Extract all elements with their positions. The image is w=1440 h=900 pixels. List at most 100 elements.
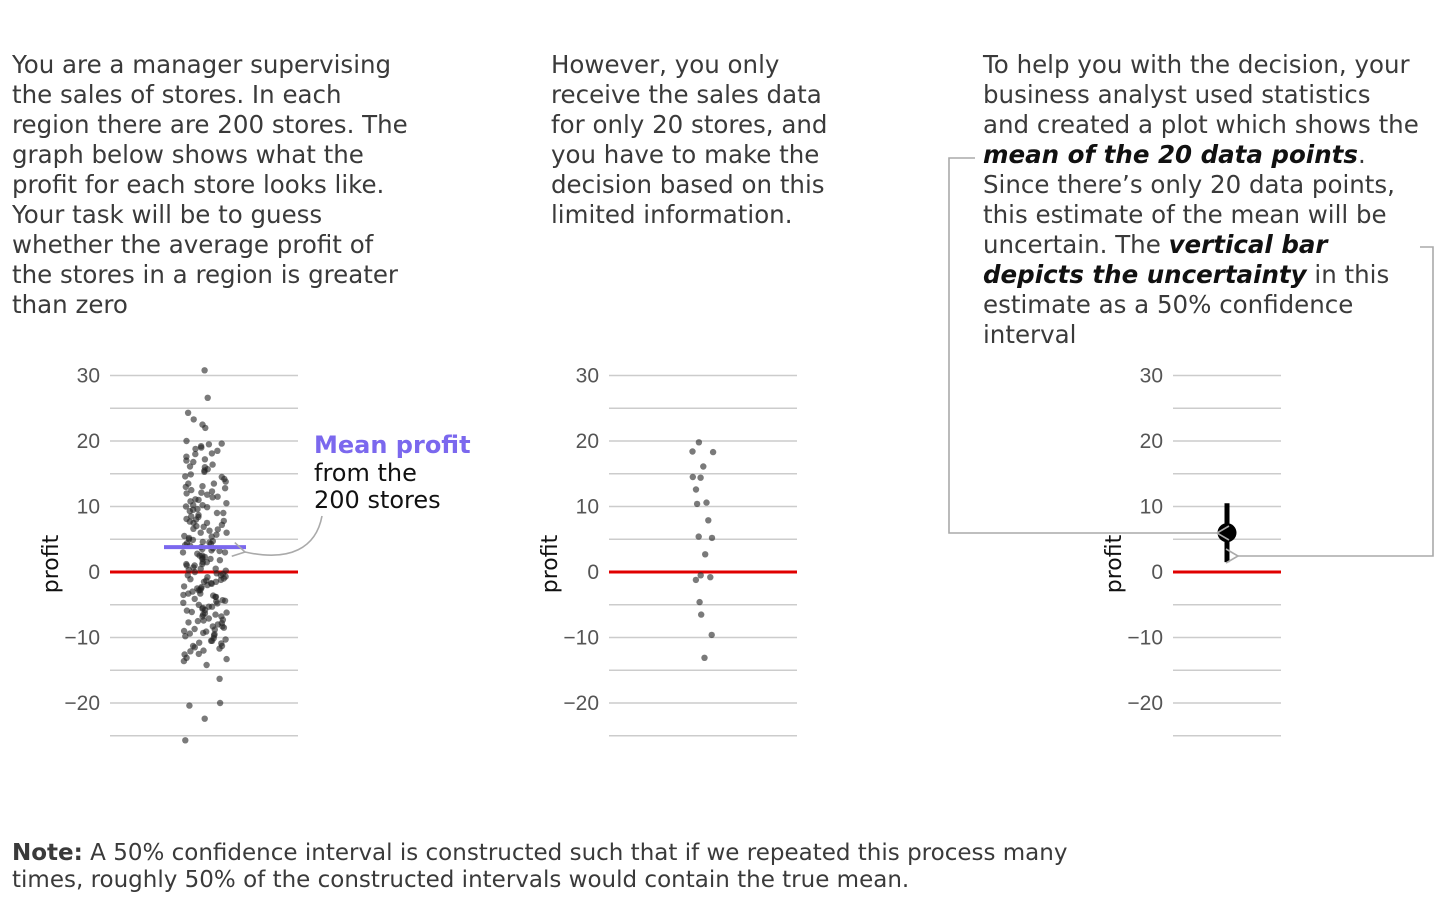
data-point (217, 576, 225, 584)
data-point (195, 650, 202, 658)
data-point (183, 490, 190, 497)
data-point (211, 631, 218, 638)
data-point (214, 447, 221, 454)
mean-emphasis: mean of the 20 data points (983, 140, 1358, 169)
y-axis-label: profit (538, 534, 563, 593)
data-point (701, 654, 708, 661)
data-point (180, 627, 188, 635)
data-point (222, 636, 229, 643)
data-point (203, 628, 210, 635)
data-point (188, 486, 195, 494)
data-point (191, 568, 199, 576)
data-point (223, 529, 230, 536)
data-point (200, 647, 207, 654)
data-point (199, 538, 206, 546)
analyst-text-2: . Since there’s only 20 data points, thi… (983, 140, 1395, 259)
data-point (179, 549, 187, 556)
uncertainty-emphasis: vertical bar depicts the uncertainty (983, 230, 1328, 289)
data-point (192, 516, 200, 523)
population-chart: 30 20 10 0 −10 −20 profit (39, 365, 298, 744)
data-point (707, 574, 714, 581)
data-point (190, 458, 197, 466)
data-point (186, 702, 193, 709)
data-point (222, 478, 229, 485)
data-point (182, 737, 189, 744)
data-point (708, 534, 716, 542)
y-tick-label: 20 (77, 430, 100, 453)
data-point (182, 473, 189, 480)
data-point (180, 657, 188, 665)
data-point (208, 450, 216, 457)
mean-connector-arrow (948, 157, 1230, 541)
data-point (212, 593, 220, 601)
data-point (210, 480, 218, 487)
data-point (180, 599, 187, 606)
data-point (197, 529, 204, 536)
data-point (193, 522, 200, 530)
data-point (208, 580, 215, 587)
data-point (201, 464, 209, 471)
data-point (693, 500, 701, 508)
data-point (183, 607, 191, 614)
y-tick-label: 20 (1140, 430, 1163, 453)
data-point (218, 619, 225, 627)
y-tick-label: 10 (1140, 496, 1163, 519)
annotation-line-2: 200 stores (314, 486, 441, 514)
data-point (183, 437, 190, 445)
data-point (697, 474, 704, 481)
data-point (203, 504, 211, 511)
y-axis-label: profit (1102, 534, 1127, 593)
y-tick-label: −20 (1127, 692, 1163, 715)
data-point (199, 554, 206, 561)
y-tick-label: 0 (1151, 561, 1163, 584)
data-point (191, 625, 198, 633)
data-point (209, 538, 216, 545)
data-point (187, 471, 194, 478)
data-point (187, 576, 194, 583)
data-point (184, 409, 192, 416)
data-point (705, 517, 712, 524)
data-point (208, 488, 216, 495)
data-point (204, 394, 211, 401)
y-tick-label: −20 (563, 692, 599, 715)
y-tick-label: 0 (587, 561, 599, 584)
data-point (209, 494, 216, 501)
data-point (182, 483, 189, 491)
data-point (201, 715, 208, 722)
data-point (220, 509, 227, 517)
y-tick-label: 30 (1140, 365, 1163, 388)
data-point (185, 619, 192, 626)
annotation-line-1: from the (314, 459, 417, 487)
note-label: Note: (12, 840, 83, 866)
data-point (204, 491, 211, 498)
data-point (187, 648, 194, 655)
data-point (201, 606, 209, 614)
data-point (221, 549, 229, 556)
data-point (191, 644, 198, 651)
data-point (689, 473, 696, 481)
data-point (196, 639, 203, 646)
data-point (221, 485, 229, 492)
data-point (700, 463, 707, 470)
data-point (205, 615, 212, 622)
data-point (185, 536, 193, 543)
data-point (218, 642, 226, 650)
data-point (192, 445, 199, 453)
data-point (182, 633, 189, 640)
y-tick-label: 10 (576, 496, 599, 519)
data-point (708, 631, 715, 639)
y-axis-label: profit (39, 534, 64, 593)
data-point (180, 591, 187, 599)
sample-paragraph: However, you only receive the sales data… (551, 50, 828, 229)
data-point (695, 439, 703, 446)
data-point (186, 518, 193, 525)
data-point (188, 608, 195, 616)
y-tick-label: −10 (1127, 627, 1163, 650)
data-point (203, 559, 210, 566)
data-point (192, 450, 199, 458)
data-point (216, 547, 223, 555)
data-point (216, 675, 223, 682)
data-point (695, 533, 702, 540)
mean-point (1217, 523, 1237, 543)
